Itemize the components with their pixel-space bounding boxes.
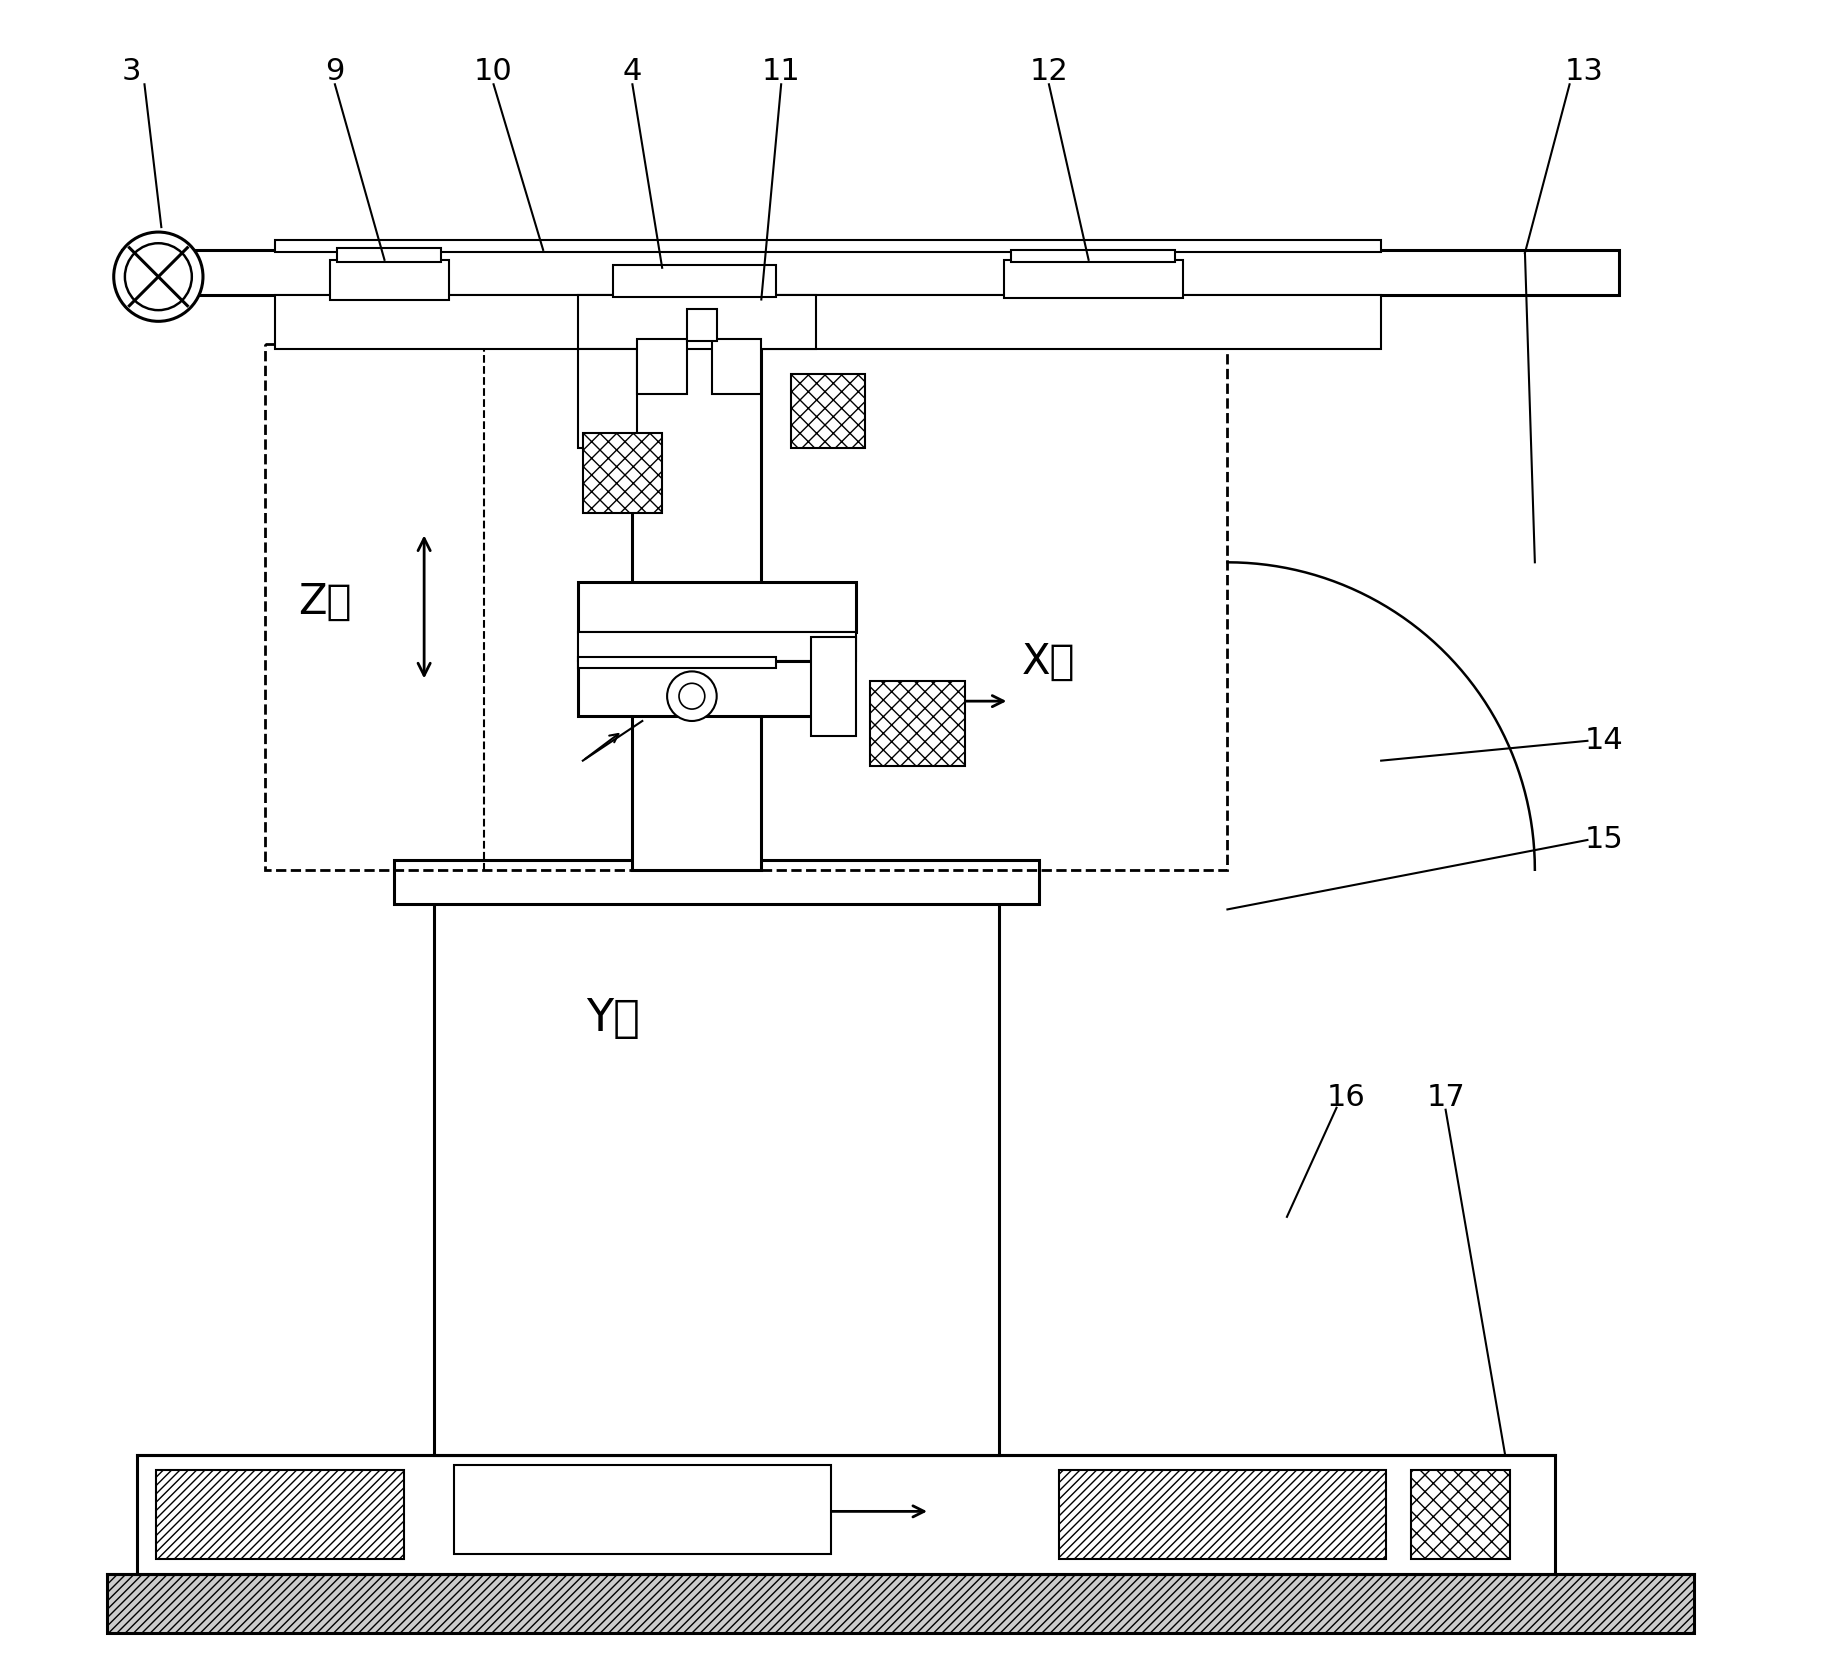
- Bar: [265, 344, 1227, 870]
- Text: Y轴: Y轴: [585, 998, 640, 1040]
- Text: Z轴: Z轴: [298, 580, 351, 622]
- Bar: [1011, 250, 1175, 262]
- Bar: [638, 339, 688, 394]
- Text: 3: 3: [121, 57, 142, 86]
- Bar: [577, 632, 855, 661]
- Text: 15: 15: [1585, 825, 1624, 855]
- Bar: [870, 681, 965, 766]
- Bar: [276, 240, 1381, 252]
- Circle shape: [679, 683, 704, 709]
- Bar: [1004, 260, 1182, 297]
- Bar: [577, 656, 776, 669]
- Bar: [454, 1464, 831, 1555]
- Text: 16: 16: [1328, 1083, 1366, 1112]
- Bar: [583, 433, 662, 513]
- Bar: [337, 248, 441, 262]
- Text: 4: 4: [623, 57, 642, 86]
- Bar: [791, 374, 866, 448]
- Bar: [577, 582, 855, 632]
- Bar: [136, 1456, 1554, 1573]
- Text: 13: 13: [1565, 57, 1604, 86]
- Text: X轴: X轴: [1022, 641, 1076, 683]
- Bar: [107, 1573, 1694, 1633]
- Bar: [712, 339, 761, 394]
- Text: 12: 12: [1030, 57, 1068, 86]
- Text: 14: 14: [1585, 726, 1624, 755]
- Bar: [121, 250, 1618, 295]
- Circle shape: [114, 231, 202, 322]
- Bar: [612, 265, 776, 297]
- Bar: [329, 260, 449, 300]
- Bar: [577, 295, 817, 349]
- Circle shape: [668, 671, 717, 721]
- Bar: [577, 349, 638, 448]
- Bar: [1059, 1469, 1387, 1560]
- Bar: [156, 1469, 405, 1560]
- Bar: [1411, 1469, 1510, 1560]
- Bar: [434, 899, 999, 1456]
- Bar: [633, 344, 761, 870]
- Bar: [276, 295, 1381, 349]
- Bar: [394, 860, 1039, 904]
- Text: 11: 11: [761, 57, 800, 86]
- Text: 9: 9: [326, 57, 344, 86]
- Bar: [688, 310, 717, 340]
- Text: 17: 17: [1427, 1083, 1466, 1112]
- Text: 10: 10: [474, 57, 513, 86]
- Bar: [811, 637, 855, 736]
- Bar: [577, 661, 817, 716]
